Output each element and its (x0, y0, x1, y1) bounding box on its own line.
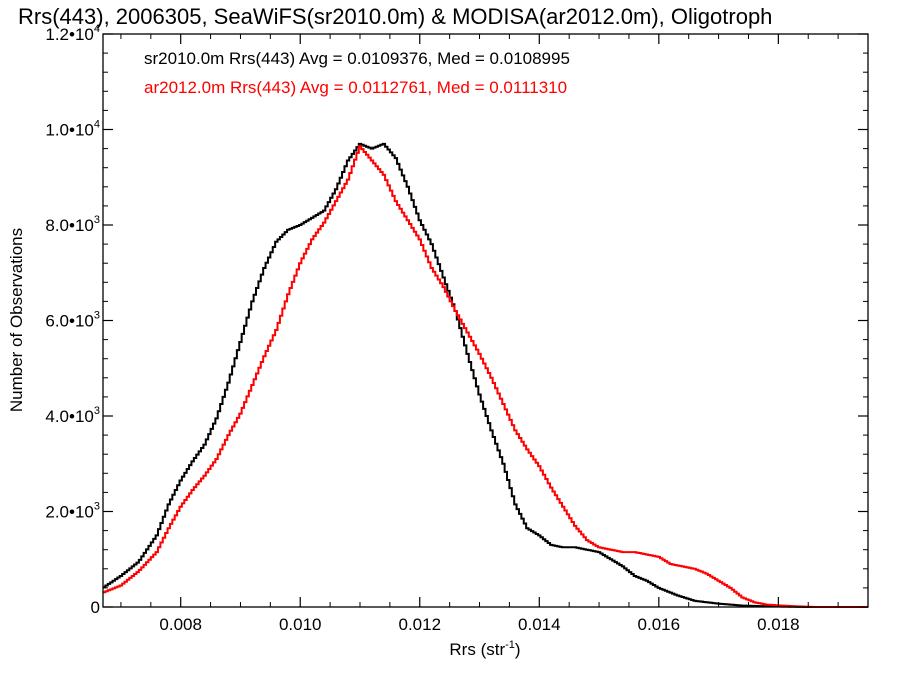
x-tick-label: 0.016 (638, 615, 681, 634)
series-1-line (103, 145, 868, 608)
legend-entry-sr2010: sr2010.0m Rrs(443) Avg = 0.0109376, Med … (144, 49, 570, 68)
x-tick-label: 0.010 (279, 615, 322, 634)
y-tick-label-base: 6.0•10 (45, 312, 94, 331)
y-tick-label: 2.0•103 (45, 501, 100, 522)
x-tick-label: 0.008 (159, 615, 202, 634)
y-tick-label-exponent: 3 (94, 405, 100, 417)
x-axis-label-end: ) (515, 640, 521, 659)
y-tick-label: 6.0•103 (45, 310, 100, 331)
y-tick-label-base: 8.0•10 (45, 216, 94, 235)
y-tick-label-exponent: 3 (94, 310, 100, 322)
x-axis-label-superscript: -1 (505, 639, 515, 651)
chart-title: Rrs(443), 2006305, SeaWiFS(sr2010.0m) & … (18, 4, 772, 29)
y-tick-label-exponent: 4 (94, 23, 100, 35)
y-tick-label-base: 4.0•10 (45, 407, 94, 426)
x-tick-label: 0.014 (518, 615, 561, 634)
y-tick-label-base: 1.0•10 (45, 121, 94, 140)
y-tick-label-exponent: 3 (94, 214, 100, 226)
legend: sr2010.0m Rrs(443) Avg = 0.0109376, Med … (144, 49, 570, 97)
y-tick-label-base: 0 (91, 598, 100, 617)
y-tick-label: 8.0•103 (45, 214, 100, 235)
y-tick-label-exponent: 3 (94, 501, 100, 513)
y-tick-label: 4.0•103 (45, 405, 100, 426)
y-tick-label-base: 1.2•10 (45, 25, 94, 44)
x-axis-label-main: Rrs (str (449, 640, 505, 659)
y-tick-label: 1.0•104 (45, 119, 100, 140)
legend-entry-ar2012: ar2012.0m Rrs(443) Avg = 0.0112761, Med … (144, 78, 567, 97)
y-tick-label-exponent: 4 (94, 119, 100, 131)
series-0-line (103, 142, 868, 608)
ticks-layer: 0.008 0.010 0.012 0.014 0.016 0.01802.0•1034.… (45, 23, 868, 634)
x-tick-label: 0.012 (398, 615, 441, 634)
y-tick-label: 1.2•104 (45, 23, 100, 44)
y-tick-label: 0 (91, 598, 100, 617)
series-layer (103, 142, 868, 608)
x-axis-label: Rrs (str-1) (449, 639, 520, 659)
y-axis-label: Number of Observations (7, 228, 26, 412)
plot-frame (102, 33, 869, 608)
x-tick-label: 0.018 (757, 615, 800, 634)
y-tick-label-base: 2.0•10 (45, 503, 94, 522)
